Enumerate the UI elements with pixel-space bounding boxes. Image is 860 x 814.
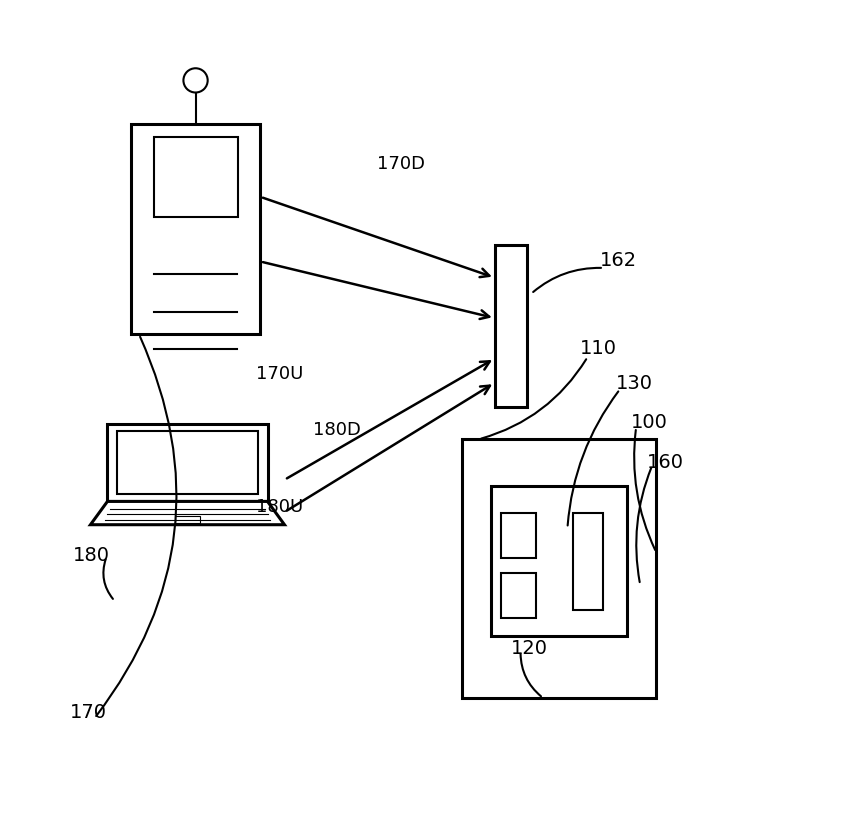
Bar [573, 513, 603, 610]
Text: 180: 180 [72, 545, 110, 565]
Bar [463, 440, 656, 698]
Bar [501, 573, 537, 618]
Text: 180U: 180U [256, 498, 304, 516]
Bar [494, 245, 527, 407]
Bar [501, 513, 537, 558]
Text: 180D: 180D [313, 422, 360, 440]
Text: 170U: 170U [256, 365, 304, 383]
Bar [175, 516, 200, 523]
Bar [117, 431, 258, 494]
Text: 160: 160 [647, 453, 684, 471]
Text: 120: 120 [511, 638, 548, 658]
Text: 170: 170 [71, 703, 108, 722]
Bar [154, 137, 237, 217]
Text: 170D: 170D [378, 155, 426, 173]
Polygon shape [90, 501, 285, 525]
Text: 100: 100 [630, 413, 667, 432]
Bar [108, 424, 267, 501]
Text: 110: 110 [580, 339, 617, 358]
Text: 130: 130 [616, 374, 653, 393]
Bar [131, 124, 261, 335]
Bar [491, 486, 627, 636]
Text: 162: 162 [599, 251, 637, 269]
